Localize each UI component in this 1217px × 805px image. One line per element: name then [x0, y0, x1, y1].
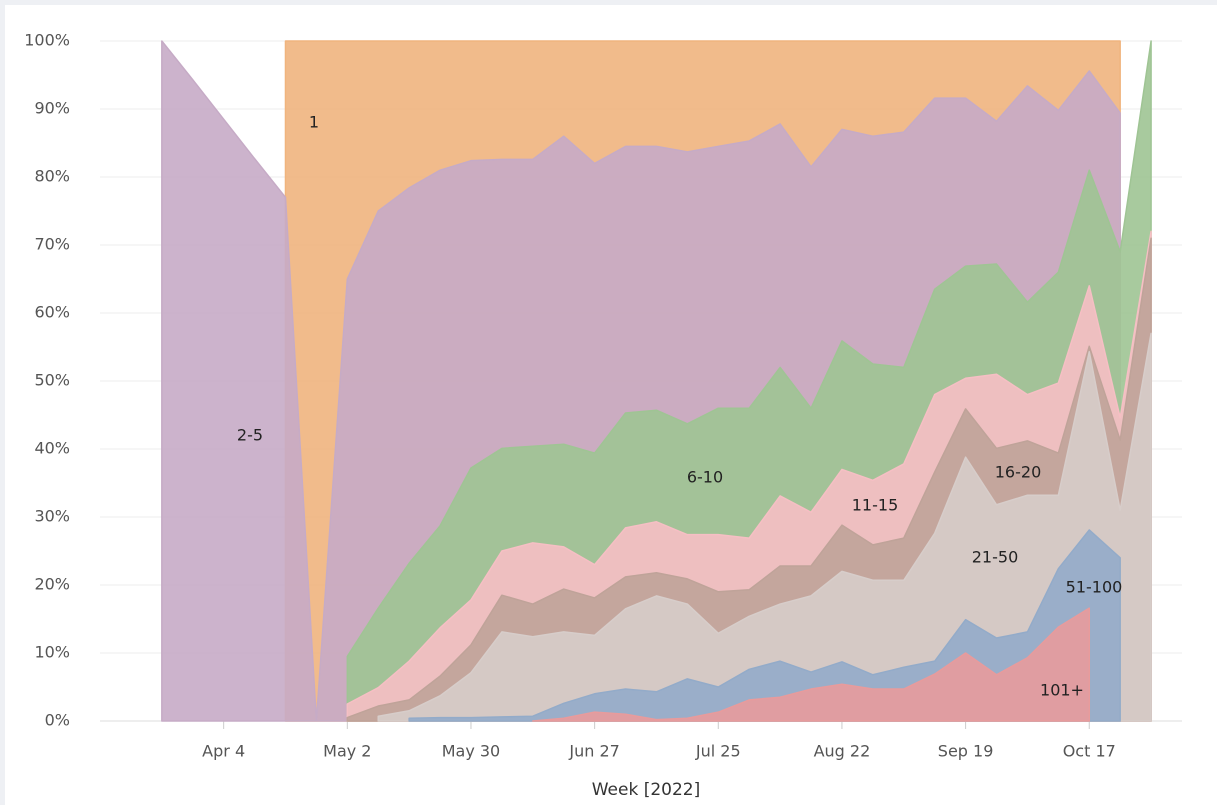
- x-tick-label: Jun 27: [568, 742, 619, 761]
- y-tick-label: 30%: [34, 507, 70, 526]
- y-tick-label: 60%: [34, 303, 70, 322]
- area: [377, 332, 1152, 722]
- series-label: 1: [309, 113, 319, 132]
- area: [532, 607, 1091, 722]
- x-tick-label: Aug 22: [814, 742, 871, 761]
- x-tick-label: May 30: [442, 742, 501, 761]
- series-label: 2-5: [237, 426, 263, 445]
- series-label: 11-15: [852, 496, 899, 515]
- y-tick-label: 20%: [34, 575, 70, 594]
- y-tick-label: 100%: [24, 31, 70, 50]
- series-label: 21-50: [972, 548, 1019, 567]
- y-tick-label: 90%: [34, 99, 70, 118]
- y-tick-label: 80%: [34, 167, 70, 186]
- series-label: 101+: [1040, 681, 1084, 700]
- x-tick-label: May 2: [323, 742, 371, 761]
- y-tick-label: 50%: [34, 371, 70, 390]
- y-tick-label: 10%: [34, 643, 70, 662]
- x-tick-label: Jul 25: [695, 742, 741, 761]
- x-tick-label: Apr 4: [202, 742, 245, 761]
- series-label: 51-100: [1066, 578, 1123, 597]
- y-tick-label: 40%: [34, 439, 70, 458]
- x-tick-label: Oct 17: [1063, 742, 1116, 761]
- y-tick-label: 0%: [45, 711, 70, 730]
- series-label: 6-10: [687, 468, 723, 487]
- x-tick-label: Sep 19: [938, 742, 994, 761]
- x-axis-title: Week [2022]: [592, 780, 701, 800]
- series-label: 16-20: [995, 463, 1042, 482]
- y-tick-label: 70%: [34, 235, 70, 254]
